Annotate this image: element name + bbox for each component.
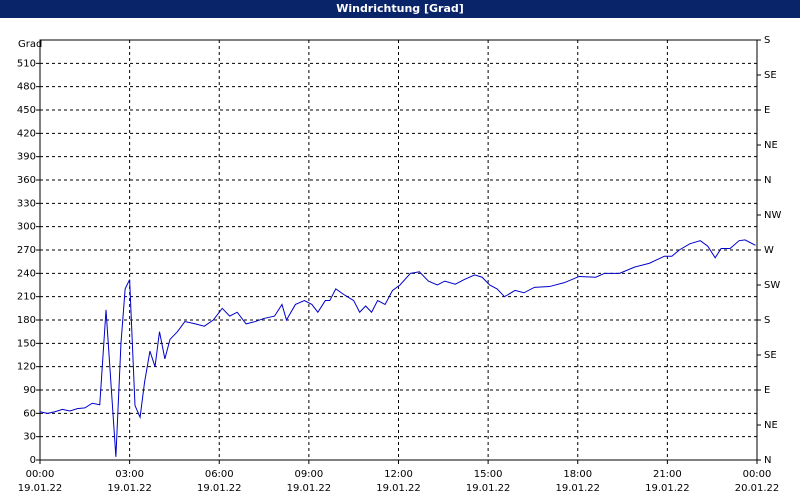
y2-tick-label: S <box>764 35 770 46</box>
y-tick-label: 150 <box>17 338 36 349</box>
y-tick-label: 390 <box>17 152 36 163</box>
x-tick-label: 09:00 19.01.22 <box>287 469 332 494</box>
y-tick-label: 60 <box>23 408 36 419</box>
y-tick-label: 510 <box>17 58 36 69</box>
x-tick-label: 03:00 19.01.22 <box>107 469 152 494</box>
y2-tick-label: NE <box>764 140 778 151</box>
data-line <box>39 239 756 457</box>
y2-tick-label: E <box>764 385 770 396</box>
y2-tick-label: NW <box>764 210 781 221</box>
y-tick-label: 270 <box>17 245 36 256</box>
plot-frame <box>39 39 758 461</box>
y-tick-label: 450 <box>17 105 36 116</box>
y2-tick-label: N <box>764 175 771 186</box>
y-tick-label: 420 <box>17 128 36 139</box>
y-tick-label: 240 <box>17 268 36 279</box>
y-tick-label: 0 <box>30 455 36 466</box>
y-tick-label: 90 <box>23 385 36 396</box>
y2-tick-label: N <box>764 455 771 466</box>
y-axis-label: Grad <box>18 39 42 50</box>
y-tick-label: 30 <box>23 432 36 443</box>
y-tick-label: 180 <box>17 315 36 326</box>
y-tick-label: 330 <box>17 198 36 209</box>
x-tick-label: 21:00 19.01.22 <box>645 469 690 494</box>
x-tick-label: 12:00 19.01.22 <box>376 469 421 494</box>
y2-tick-label: SE <box>764 350 777 361</box>
window-title: Windrichtung [Grad] <box>0 0 800 18</box>
y2-tick-label: E <box>764 105 770 116</box>
y2-tick-label: SW <box>764 280 780 291</box>
y2-tick-label: W <box>764 245 774 256</box>
y-tick-label: 480 <box>17 82 36 93</box>
x-tick-label: 00:00 19.01.22 <box>18 469 63 494</box>
y2-tick-label: NE <box>764 420 778 431</box>
y-tick-label: 360 <box>17 175 36 186</box>
x-tick-label: 18:00 19.01.22 <box>555 469 600 494</box>
y-tick-label: 120 <box>17 362 36 373</box>
x-tick-label: 15:00 19.01.22 <box>466 469 511 494</box>
y2-tick-label: SE <box>764 70 777 81</box>
y-tick-label: 210 <box>17 292 36 303</box>
x-tick-label: 00:00 20.01.22 <box>735 469 780 494</box>
y-tick-label: 300 <box>17 222 36 233</box>
y2-tick-label: S <box>764 315 770 326</box>
x-tick-label: 06:00 19.01.22 <box>197 469 242 494</box>
